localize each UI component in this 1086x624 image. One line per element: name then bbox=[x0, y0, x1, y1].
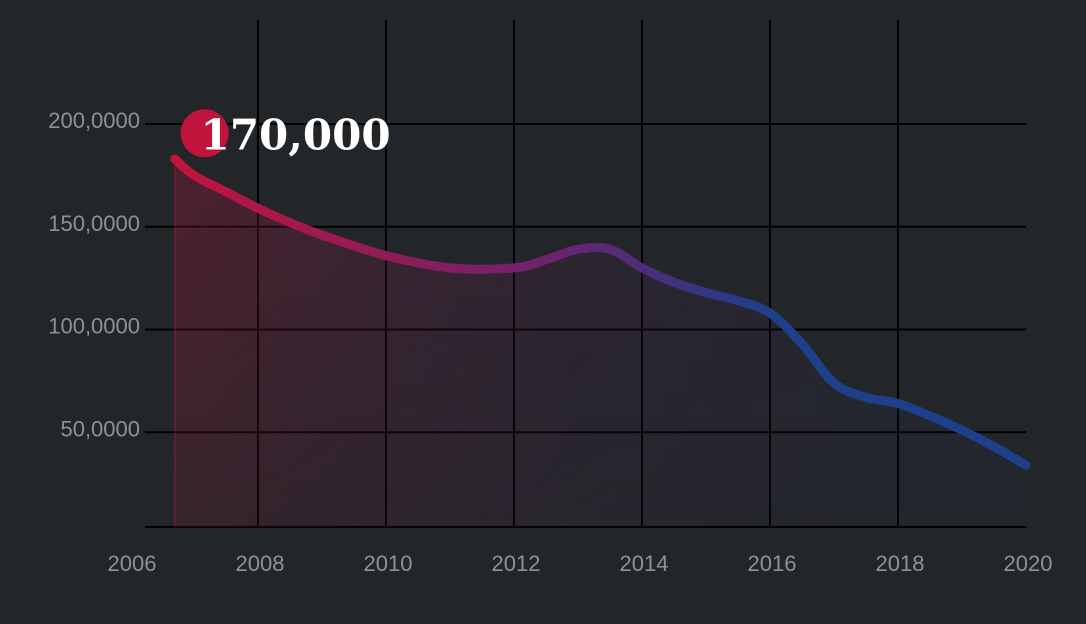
x-tick-label: 2012 bbox=[492, 551, 541, 576]
x-tick-label: 2010 bbox=[364, 551, 413, 576]
annotation-marker bbox=[180, 109, 229, 158]
x-tick-label: 2018 bbox=[876, 551, 925, 576]
x-tick-label: 2016 bbox=[748, 551, 797, 576]
series-area bbox=[174, 158, 1027, 527]
x-tick-label: 2008 bbox=[236, 551, 285, 576]
x-tick-label: 2014 bbox=[620, 551, 669, 576]
area-fill bbox=[174, 158, 1027, 527]
x-tick-label: 2006 bbox=[108, 551, 157, 576]
y-tick-label: 150,0000 bbox=[48, 211, 140, 236]
series-line-path bbox=[170, 154, 1031, 470]
annotation-label: 170,000 bbox=[201, 110, 391, 159]
y-tick-label: 200,0000 bbox=[48, 108, 140, 133]
x-tick-label: 2020 bbox=[1004, 551, 1053, 576]
annotation: 170,000 bbox=[180, 109, 391, 159]
y-axis-ticks: 50,0000 100,0000 150,0000 200,0000 bbox=[48, 108, 140, 441]
series-line bbox=[170, 154, 1031, 470]
y-tick-label: 100,0000 bbox=[48, 314, 140, 339]
y-tick-label: 50,0000 bbox=[60, 416, 140, 441]
x-axis-ticks: 2006 2008 2010 2012 2014 2016 2018 2020 bbox=[108, 551, 1053, 576]
